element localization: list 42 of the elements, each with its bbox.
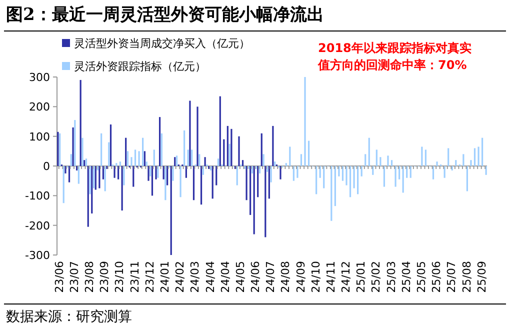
x-tick-label: 24/11 [324,261,338,293]
title: 图2：最近一周灵活型外资可能小幅净流出 [6,4,324,26]
x-tick-label: 25/09 [475,261,488,293]
x-tick-label: 24/06 [249,261,262,293]
x-tick-label: 24/04 [204,261,217,293]
source: 数据来源：研究测算 [6,308,132,326]
x-tick-label: 24/01 [158,261,172,293]
x-tick-label: 23/09 [98,261,112,293]
x-tick-label: 24/09 [294,261,308,293]
legend-label: 灵活型外资当周成交净买入（亿元） [74,36,250,51]
note: 2018年以来跟踪指标对真实值方向的回测命中率：70% [318,40,472,74]
x-tick-label: 24/08 [279,261,292,293]
y-tick-label: 100 [29,130,50,144]
y-tick-label: -300 [25,249,50,262]
x-tick-label: 24/07 [264,261,278,293]
x-tick-label: 24/12 [340,261,353,293]
y-tick-label: -200 [25,219,50,232]
x-tick-label: 25/05 [414,261,428,293]
legend-label: 灵活外资跟踪指标（亿元） [74,59,206,74]
x-tick-label: 23/07 [68,261,81,293]
x-tick-label: 25/04 [400,261,413,293]
x-tick-label: 25/06 [430,261,444,293]
x-tick-label: 23/08 [83,261,96,293]
x-tick-label: 25/01 [354,261,368,293]
x-tick-label: 24/10 [309,261,322,293]
x-tick-label: 24/04 [218,261,232,293]
x-tick-label: 23/06 [52,261,66,293]
x-tick-label: 25/07 [445,261,458,293]
y-tick-label: 0 [43,160,50,173]
x-tick-label: 25/02 [370,261,383,293]
x-tick-label: 25/03 [384,261,398,293]
x-tick-label: 23/10 [113,261,126,293]
x-tick-label: 24/03 [188,261,202,293]
y-tick-label: 300 [29,71,50,84]
x-tick-label: 23/12 [143,261,156,293]
x-tick-label: 25/08 [460,261,474,293]
plot: -300 -200 -100 0 100 200 300 23/06 23/07 23/08 23/09 23/10 23/11 23/12 24/01 24/02 24/03 24/04 24/04 24/05 24/06 24/07 24/08 24/09 24/10 24/11 24/12 25/01 25/02 25/03 25/04 25/05 25/06 25/07 25/08 25/09 [25,71,488,293]
y-tick-label: 200 [29,100,50,114]
x-tick-label: 24/02 [174,261,187,293]
x-tick-label: 23/11 [128,261,142,293]
x-tick-label: 24/05 [234,261,247,293]
y-tick-label: -100 [25,190,50,203]
